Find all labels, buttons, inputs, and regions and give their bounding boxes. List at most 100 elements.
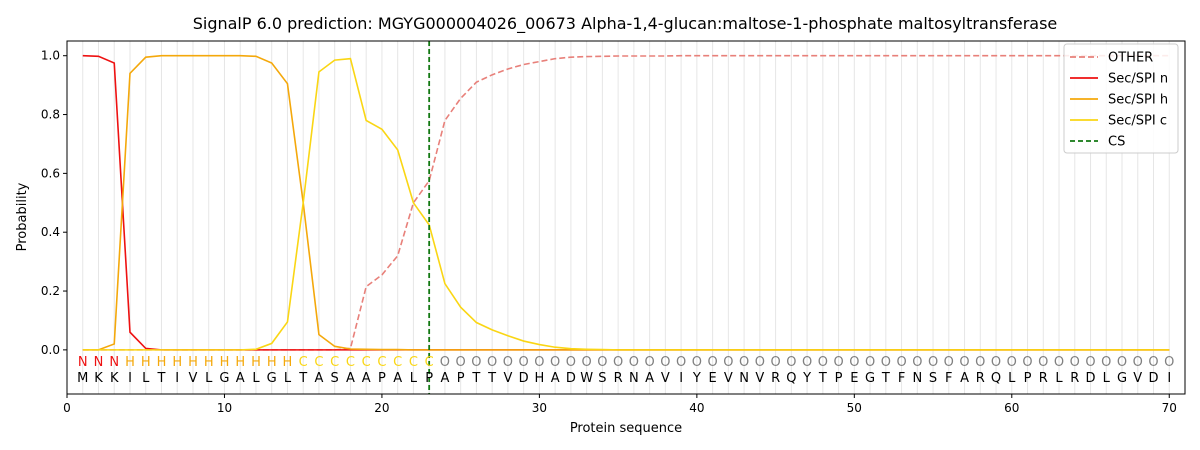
residue-label: Y bbox=[802, 371, 811, 386]
residue-label: G bbox=[267, 371, 277, 386]
residue-label: Q bbox=[786, 371, 796, 386]
region-label: O bbox=[786, 355, 796, 370]
region-label: O bbox=[802, 355, 812, 370]
chart-title: SignalP 6.0 prediction: MGYG000004026_00… bbox=[193, 14, 1058, 34]
region-label: O bbox=[1038, 355, 1048, 370]
region-label: O bbox=[676, 355, 686, 370]
x-tick-label: 50 bbox=[847, 401, 862, 415]
residue-label: A bbox=[551, 371, 560, 386]
plot-frame bbox=[66, 40, 1186, 395]
legend-entry: Sec/SPI n bbox=[1108, 72, 1168, 87]
residue-label: V bbox=[755, 371, 764, 386]
region-label: O bbox=[833, 355, 843, 370]
y-tick-label: 0.8 bbox=[41, 108, 60, 122]
x-axis: 0 10 20 30 40 50 60 70 bbox=[63, 394, 1177, 415]
residue-label: D bbox=[1148, 371, 1158, 386]
region-label: C bbox=[330, 355, 339, 370]
region-label: O bbox=[629, 355, 639, 370]
x-tick-label: 20 bbox=[374, 401, 389, 415]
residue-label: A bbox=[960, 371, 969, 386]
x-tick-label: 60 bbox=[1004, 401, 1019, 415]
residue-label: L bbox=[205, 371, 213, 386]
residue-label: I bbox=[679, 371, 683, 386]
legend-entry: Sec/SPI c bbox=[1108, 114, 1167, 129]
residue-label: A bbox=[440, 371, 449, 386]
legend-box bbox=[1063, 43, 1179, 154]
x-tick-label: 40 bbox=[689, 401, 704, 415]
residue-label: Y bbox=[692, 371, 701, 386]
residue-label: T bbox=[881, 371, 890, 386]
residue-label: L bbox=[284, 371, 292, 386]
x-axis-label: Protein sequence bbox=[570, 421, 682, 436]
region-label: O bbox=[881, 355, 891, 370]
y-tick-label: 1.0 bbox=[41, 49, 60, 63]
region-label: C bbox=[314, 355, 323, 370]
residue-label: N bbox=[739, 371, 749, 386]
region-label: O bbox=[566, 355, 576, 370]
residue-label: V bbox=[1133, 371, 1142, 386]
x-tick-label: 30 bbox=[532, 401, 547, 415]
region-label: O bbox=[487, 355, 497, 370]
region-label: O bbox=[1164, 355, 1174, 370]
residue-label: E bbox=[850, 371, 858, 386]
residue-label: L bbox=[142, 371, 150, 386]
residue-label: N bbox=[629, 371, 639, 386]
region-label: H bbox=[235, 355, 245, 370]
region-label: O bbox=[660, 355, 670, 370]
residue-label: R bbox=[976, 371, 985, 386]
region-label: O bbox=[456, 355, 466, 370]
region-label: H bbox=[172, 355, 182, 370]
legend-entry: OTHER bbox=[1108, 51, 1153, 66]
region-label: H bbox=[220, 355, 230, 370]
residue-label: V bbox=[724, 371, 733, 386]
region-label: O bbox=[1148, 355, 1158, 370]
region-label: O bbox=[645, 355, 655, 370]
residue-label: I bbox=[1167, 371, 1171, 386]
region-label: O bbox=[1007, 355, 1017, 370]
region-label: O bbox=[597, 355, 607, 370]
series-layer bbox=[82, 41, 1170, 394]
region-label: O bbox=[613, 355, 623, 370]
residue-label: L bbox=[410, 371, 418, 386]
region-label: O bbox=[1101, 355, 1111, 370]
y-tick-label: 0.2 bbox=[41, 284, 60, 298]
region-label: C bbox=[346, 355, 355, 370]
residue-label: K bbox=[110, 371, 119, 386]
region-label: O bbox=[1133, 355, 1143, 370]
region-label: C bbox=[425, 355, 434, 370]
region-label: O bbox=[440, 355, 450, 370]
residue-label: A bbox=[393, 371, 402, 386]
x-tick-label: 70 bbox=[1162, 401, 1177, 415]
residue-label: E bbox=[708, 371, 716, 386]
region-label: H bbox=[251, 355, 261, 370]
residue-label: A bbox=[346, 371, 355, 386]
region-label: H bbox=[125, 355, 135, 370]
residue-label: V bbox=[189, 371, 198, 386]
region-label: O bbox=[550, 355, 560, 370]
region-label: C bbox=[377, 355, 386, 370]
region-label: N bbox=[78, 355, 88, 370]
residue-label: I bbox=[175, 371, 179, 386]
region-label: O bbox=[912, 355, 922, 370]
residue-label: D bbox=[566, 371, 576, 386]
region-label: H bbox=[267, 355, 277, 370]
residue-label: T bbox=[471, 371, 480, 386]
x-tick-label: 0 bbox=[63, 401, 71, 415]
residue-label: R bbox=[614, 371, 623, 386]
residue-label: A bbox=[362, 371, 371, 386]
residue-label: I bbox=[128, 371, 132, 386]
sequence-layer: NMNKNKHIHLHTHIHVHLHGHAHLHGHLCTCACSCACACP… bbox=[77, 355, 1174, 386]
region-label: H bbox=[157, 355, 167, 370]
region-label: O bbox=[503, 355, 513, 370]
region-label: H bbox=[283, 355, 293, 370]
y-tick-label: 0.4 bbox=[41, 225, 60, 239]
residue-label: T bbox=[298, 371, 307, 386]
residue-label: T bbox=[487, 371, 496, 386]
series-line-sec-spi-c bbox=[82, 57, 1170, 351]
residue-label: S bbox=[331, 371, 339, 386]
region-label: O bbox=[471, 355, 481, 370]
region-label: H bbox=[141, 355, 151, 370]
residue-label: S bbox=[929, 371, 937, 386]
region-label: O bbox=[534, 355, 544, 370]
